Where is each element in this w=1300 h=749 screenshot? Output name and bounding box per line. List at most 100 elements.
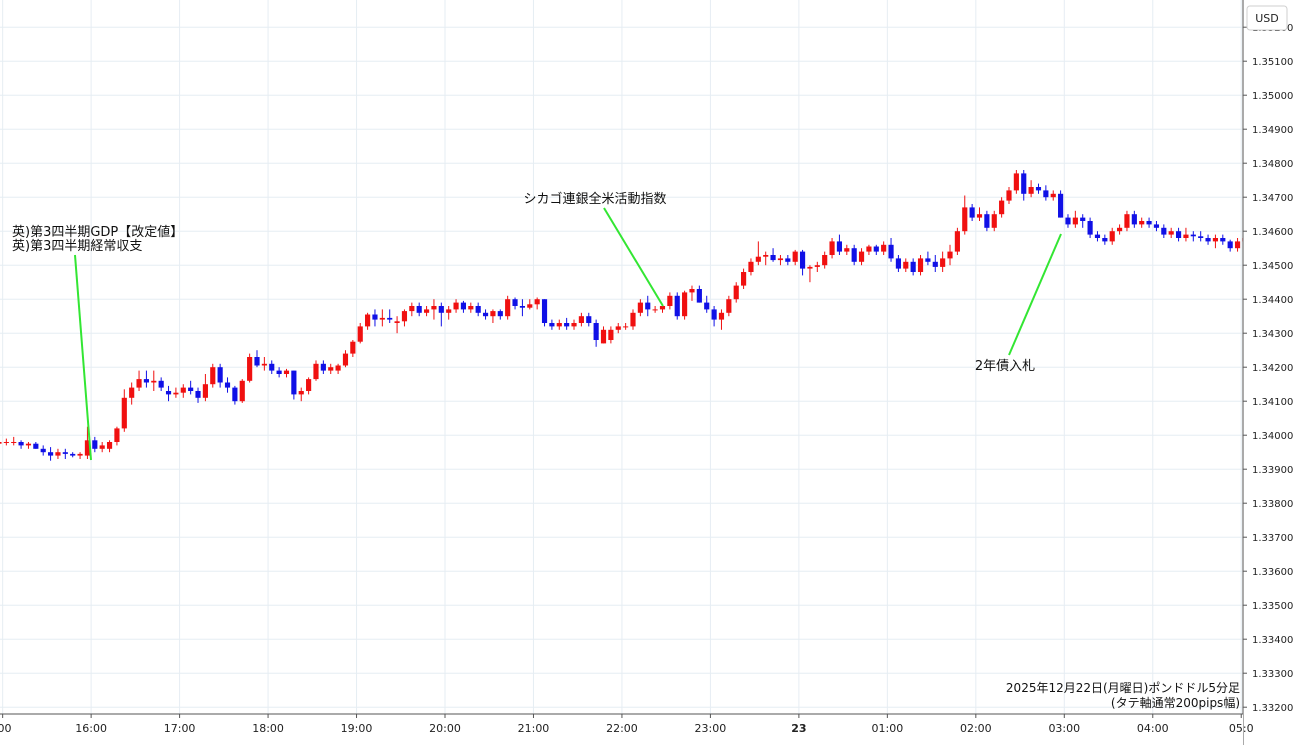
candle <box>615 323 621 334</box>
candle-body <box>1153 224 1160 228</box>
candle <box>917 255 924 276</box>
candle <box>372 309 378 327</box>
candle-body <box>844 248 850 252</box>
candle-body <box>92 440 98 449</box>
candle <box>682 290 688 320</box>
candle-body <box>785 258 791 262</box>
candle-body <box>1021 173 1027 194</box>
candle-body <box>954 231 960 252</box>
candle <box>925 251 931 266</box>
candle <box>799 249 806 276</box>
candle <box>1190 231 1196 242</box>
candle <box>851 244 857 266</box>
candle-body <box>1234 241 1241 249</box>
annotation-label: 2年債入札 <box>975 359 1035 374</box>
candle-body <box>106 442 113 449</box>
candle-body <box>667 295 673 306</box>
price-tick-label: 1.33500 <box>1252 601 1293 612</box>
price-tick-label: 1.35100 <box>1252 57 1293 68</box>
candle <box>423 306 430 317</box>
candle <box>40 445 46 456</box>
candle <box>623 323 629 330</box>
candle-body <box>1198 236 1204 238</box>
candle-body <box>763 255 769 257</box>
candle-body <box>306 379 312 391</box>
candle-body <box>1139 221 1145 225</box>
candle <box>704 295 710 313</box>
candle-body <box>556 323 562 327</box>
candle <box>741 268 747 289</box>
candle <box>1153 221 1160 232</box>
candle-body <box>807 266 813 269</box>
candle-body <box>600 329 607 344</box>
candle-body <box>527 304 533 308</box>
candle <box>291 370 297 400</box>
candle <box>512 297 518 310</box>
candle <box>807 265 813 283</box>
candle-body <box>976 214 983 218</box>
candle <box>224 377 231 393</box>
candle <box>1161 224 1167 238</box>
candle-body <box>3 442 9 443</box>
candle <box>792 249 798 266</box>
candle-body <box>593 323 599 340</box>
candle <box>158 377 164 391</box>
candle <box>62 448 68 459</box>
candle-body <box>416 306 422 313</box>
candle-body <box>40 448 46 453</box>
candle-body <box>718 312 725 320</box>
candle-body <box>851 248 857 262</box>
candle-body <box>512 299 518 306</box>
candle <box>711 306 717 327</box>
candle-body <box>497 311 503 317</box>
candle-body <box>792 251 798 262</box>
candle <box>873 244 879 255</box>
candle <box>1006 187 1012 204</box>
candle <box>129 382 135 405</box>
candle-body <box>711 309 717 320</box>
candle <box>888 238 894 262</box>
candle <box>18 440 24 449</box>
candle <box>1021 170 1027 201</box>
candle-body <box>475 306 481 313</box>
candle-body <box>1227 241 1233 249</box>
candle-body <box>917 258 924 272</box>
candle <box>659 306 666 313</box>
currency-button[interactable] <box>1246 5 1288 31</box>
annotation-leader-line <box>1008 233 1062 356</box>
candle-body <box>932 261 938 267</box>
candle <box>755 241 761 266</box>
candle <box>357 323 363 344</box>
candle-body <box>55 452 61 456</box>
candle <box>490 309 496 323</box>
candle <box>586 312 592 327</box>
candle-body <box>903 261 909 269</box>
time-tick-label: 17:00 <box>164 722 196 735</box>
candle <box>1050 190 1056 201</box>
candle-body <box>232 387 238 402</box>
candle <box>1102 234 1108 245</box>
candle-body <box>888 244 894 259</box>
candle-body <box>608 329 614 340</box>
candle <box>121 389 127 432</box>
candle-body <box>674 295 680 317</box>
candle <box>600 326 607 344</box>
candle-body <box>637 302 643 313</box>
candle <box>527 299 533 310</box>
time-tick-labels: :00 16:00 17:00 18:00 19:00 20:00 21:00 22:00 23… <box>0 714 1254 735</box>
price-axis[interactable]: 1.352001.351001.350001.349001.348001.347… <box>1242 0 1300 745</box>
candle-body <box>505 299 511 317</box>
candle <box>276 367 282 378</box>
time-tick-label: 21:00 <box>518 722 550 735</box>
candle <box>143 370 149 388</box>
candle <box>571 319 577 330</box>
price-tick-label: 1.35000 <box>1252 91 1293 102</box>
time-axis[interactable]: :00 16:00 17:00 18:00 19:00 20:00 21:00 22:00 23… <box>0 713 1254 745</box>
candle <box>999 197 1005 218</box>
candle-body <box>541 299 548 323</box>
candle-body <box>224 382 231 388</box>
candle-body <box>1124 214 1130 228</box>
candle-body <box>799 251 806 269</box>
